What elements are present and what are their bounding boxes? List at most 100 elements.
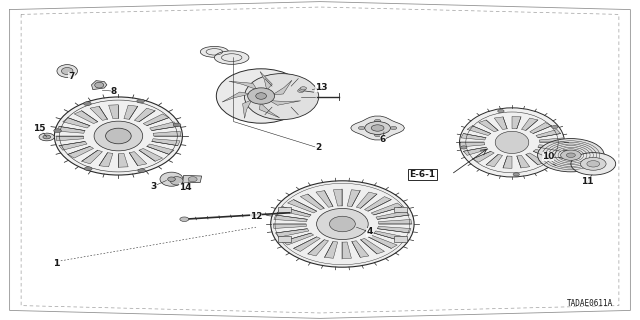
Ellipse shape [300,87,307,90]
Polygon shape [147,144,174,154]
Circle shape [513,173,520,176]
Polygon shape [342,242,351,259]
Ellipse shape [188,177,197,182]
Ellipse shape [106,128,131,144]
Polygon shape [378,220,412,224]
Polygon shape [222,92,250,102]
Ellipse shape [160,172,183,186]
Text: 4: 4 [366,228,372,236]
Ellipse shape [95,82,104,88]
Polygon shape [472,151,494,162]
Ellipse shape [214,51,249,64]
Ellipse shape [170,177,183,185]
Circle shape [371,125,384,131]
Polygon shape [512,116,521,129]
Circle shape [374,133,381,137]
Circle shape [561,150,581,160]
Circle shape [137,99,145,103]
Ellipse shape [256,93,266,99]
Circle shape [84,167,92,171]
Polygon shape [269,100,301,105]
Ellipse shape [495,131,529,154]
Polygon shape [308,240,328,256]
Text: 12: 12 [250,212,262,221]
Polygon shape [139,148,163,161]
Circle shape [180,217,189,221]
Circle shape [580,157,606,170]
Text: 10: 10 [541,152,554,161]
Polygon shape [486,154,502,167]
Text: 6: 6 [380,135,386,144]
Polygon shape [282,233,314,245]
Polygon shape [143,114,169,126]
Circle shape [39,133,54,141]
Text: 7: 7 [68,72,75,81]
Circle shape [54,129,61,132]
Circle shape [461,146,467,149]
Circle shape [43,135,51,139]
Circle shape [571,153,616,175]
Polygon shape [260,72,272,90]
Polygon shape [526,153,545,165]
Polygon shape [153,131,181,136]
Polygon shape [467,126,491,135]
Polygon shape [243,100,252,118]
Text: 13: 13 [315,83,328,92]
Ellipse shape [298,89,304,92]
FancyBboxPatch shape [394,236,407,242]
Ellipse shape [168,177,175,181]
Polygon shape [92,81,107,90]
Text: 8: 8 [111,87,117,96]
Text: 15: 15 [33,124,46,132]
Circle shape [587,161,600,167]
Polygon shape [278,207,311,217]
Polygon shape [522,118,538,131]
Polygon shape [152,139,180,146]
Polygon shape [57,126,85,133]
Polygon shape [365,196,391,211]
Polygon shape [374,231,406,241]
Ellipse shape [317,208,368,240]
Polygon shape [82,150,102,164]
Polygon shape [356,192,377,208]
Circle shape [552,125,558,129]
Polygon shape [90,106,108,120]
Polygon shape [494,117,507,129]
Ellipse shape [216,69,306,123]
Circle shape [566,153,575,157]
Text: 3: 3 [150,182,157,191]
Text: 2: 2 [315,143,321,152]
Text: 1: 1 [53,259,60,268]
Polygon shape [333,189,342,206]
Polygon shape [182,175,202,183]
Circle shape [84,102,92,106]
FancyBboxPatch shape [278,236,291,242]
Circle shape [358,126,365,130]
Circle shape [538,139,604,172]
Polygon shape [300,194,324,210]
Polygon shape [536,130,561,138]
Polygon shape [63,118,90,128]
Ellipse shape [330,216,355,232]
Polygon shape [351,116,404,140]
Ellipse shape [460,108,564,177]
Circle shape [498,109,504,113]
Polygon shape [124,105,138,119]
Polygon shape [129,152,147,166]
Ellipse shape [61,68,73,75]
Polygon shape [461,133,486,140]
Polygon shape [259,103,280,118]
Polygon shape [360,238,385,254]
Polygon shape [68,146,93,158]
Polygon shape [150,122,178,131]
FancyBboxPatch shape [394,207,407,212]
Polygon shape [347,190,360,206]
Polygon shape [59,141,87,150]
Polygon shape [517,156,530,168]
Polygon shape [378,226,411,233]
Polygon shape [460,142,484,147]
FancyBboxPatch shape [278,207,291,212]
Polygon shape [272,80,292,95]
Polygon shape [316,191,333,207]
Ellipse shape [94,121,143,151]
